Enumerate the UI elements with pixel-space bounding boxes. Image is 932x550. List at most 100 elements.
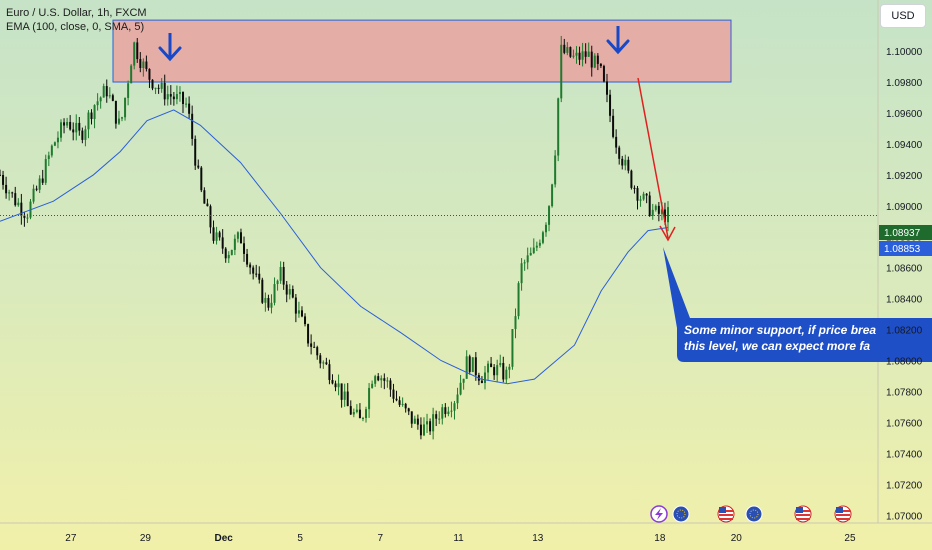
ema-price-value: 1.08853 <box>884 244 921 255</box>
candle <box>496 359 499 383</box>
candle <box>355 404 358 414</box>
candle <box>612 108 615 139</box>
time-tick-label: 13 <box>532 533 544 544</box>
candle <box>175 85 178 105</box>
candle <box>386 377 389 388</box>
current-price-value: 1.08937 <box>884 228 921 239</box>
candle <box>499 354 502 368</box>
price-tick-label: 1.08000 <box>886 357 923 368</box>
candle <box>450 401 453 418</box>
candle <box>233 234 236 256</box>
candle <box>474 352 477 381</box>
candle <box>639 195 642 207</box>
currency-button[interactable]: USD <box>880 4 926 28</box>
candle <box>517 281 520 320</box>
candle <box>322 360 325 369</box>
candle <box>124 97 127 121</box>
candle <box>200 166 203 193</box>
resistance-zone[interactable] <box>112 19 732 83</box>
candle <box>38 175 41 194</box>
annotation-line-1: Some minor support, if price brea <box>684 323 876 337</box>
price-tick-label: 1.08600 <box>886 264 923 275</box>
candle <box>163 74 166 106</box>
candle <box>526 247 529 270</box>
candle <box>142 58 145 77</box>
candle <box>538 239 541 249</box>
eu-flag-icon[interactable] <box>745 505 763 523</box>
candle <box>285 280 288 303</box>
candle <box>429 418 432 435</box>
red-arrow-icon <box>637 77 676 242</box>
candle <box>368 383 371 418</box>
candle <box>462 378 465 390</box>
candle <box>185 97 188 108</box>
candle <box>596 53 599 71</box>
candle <box>81 127 84 144</box>
candle <box>349 400 352 416</box>
us-flag-icon[interactable] <box>717 505 735 523</box>
candle <box>535 241 538 252</box>
candle <box>264 292 267 312</box>
eu-flag-icon[interactable] <box>672 505 690 523</box>
candle <box>630 169 633 190</box>
us-flag-icon[interactable] <box>834 505 852 523</box>
candle <box>23 211 26 227</box>
candle <box>14 186 17 207</box>
price-tick-label: 1.07200 <box>886 480 923 491</box>
candle <box>328 359 331 385</box>
candle <box>645 193 648 204</box>
candle <box>300 306 303 318</box>
price-tick-label: 1.09200 <box>886 171 923 182</box>
candle <box>532 238 535 255</box>
candle <box>615 129 618 154</box>
indicator-label[interactable]: EMA (100, close, 0, SMA, 5) <box>6 21 145 33</box>
candle <box>90 109 93 125</box>
candle <box>78 117 81 136</box>
candle <box>50 144 53 158</box>
candle <box>130 64 133 84</box>
candle <box>389 378 392 397</box>
candle <box>505 366 508 384</box>
candle <box>337 374 340 396</box>
candle <box>178 86 181 102</box>
candle <box>493 364 496 380</box>
price-tick-label: 1.09400 <box>886 140 923 151</box>
candle <box>404 402 407 413</box>
time-axis[interactable]: 27 29 Dec 5 7 11 13 18 20 25 <box>65 533 856 544</box>
candle <box>93 104 96 129</box>
candle <box>209 204 212 234</box>
candle <box>87 110 90 139</box>
annotation-callout[interactable]: Some minor support, if price brea this l… <box>663 247 932 362</box>
candle <box>651 203 654 220</box>
candle <box>371 380 374 389</box>
candle <box>374 374 377 387</box>
candle <box>227 251 230 264</box>
candle <box>169 85 172 105</box>
candle <box>459 374 462 396</box>
price-tick-label: 1.10000 <box>886 47 923 58</box>
candle <box>654 204 657 212</box>
candle <box>456 387 459 410</box>
candle <box>297 301 300 318</box>
candle <box>154 87 157 95</box>
candle <box>563 38 566 55</box>
price-tick-label: 1.08200 <box>886 326 923 337</box>
candle <box>441 404 444 425</box>
candle <box>291 285 294 299</box>
candle <box>447 406 450 417</box>
candle <box>133 41 136 70</box>
candle <box>557 97 560 162</box>
price-scale[interactable]: 1.07000 1.07200 1.07400 1.07600 1.07800 1.080… <box>886 16 923 522</box>
candle <box>548 205 551 232</box>
candle <box>157 84 160 94</box>
symbol-title[interactable]: Euro / U.S. Dollar, 1h, FXCM <box>6 7 147 19</box>
candle <box>511 329 514 370</box>
candle <box>465 350 468 379</box>
lightning-icon[interactable] <box>650 505 668 523</box>
candle <box>230 249 233 256</box>
candle <box>520 258 523 291</box>
candle <box>471 357 474 373</box>
candle <box>572 49 575 59</box>
us-flag-icon[interactable] <box>794 505 812 523</box>
